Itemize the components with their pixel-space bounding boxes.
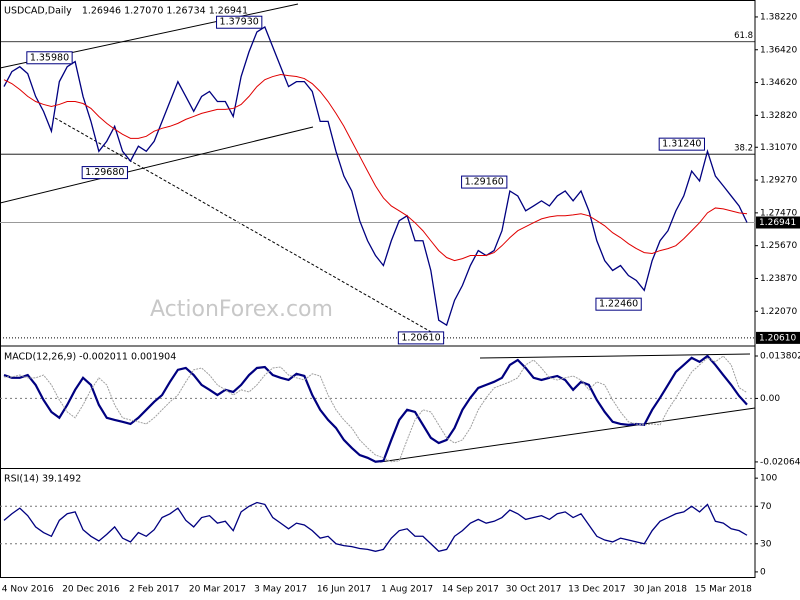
annotation-label: 1.20610	[401, 332, 440, 343]
annotation-box	[397, 331, 445, 345]
y-tick-label: 1.34620	[760, 78, 797, 88]
y-tick-label: 1.38220	[760, 12, 797, 22]
x-tick-label: 4 Nov 2016	[2, 585, 54, 595]
panel-title: RSI(14) 39.1492	[4, 474, 81, 485]
series-line	[3, 354, 748, 463]
trend-line	[479, 353, 751, 359]
trend-line	[0, 126, 314, 204]
y-tick-label: 0.00	[760, 394, 780, 404]
annotation-box	[216, 15, 263, 29]
annotation-label: 1.29680	[85, 167, 124, 178]
y-tick-label: 1.36420	[760, 45, 797, 55]
y-tick-label: 0	[760, 567, 766, 577]
annotation-label: 1.22460	[599, 299, 638, 310]
x-tick-label: 30 Jan 2018	[633, 585, 687, 595]
series-line	[4, 355, 748, 463]
x-tick-label: 14 Sep 2017	[442, 585, 499, 595]
y-tick-label: 100	[760, 474, 777, 484]
annotation-label: 1.29160	[465, 177, 504, 188]
panel-title: MACD(12,26,9) -0.002011 0.001904	[4, 352, 176, 363]
price-marker	[756, 331, 800, 344]
y-tick-label: 1.29270	[760, 176, 797, 186]
y-tick-label: 1.27470	[760, 208, 797, 218]
watermark: ActionForex.com	[150, 297, 333, 322]
x-tick-label: 20 Mar 2017	[189, 585, 246, 595]
y-tick-label: 1.23870	[760, 274, 797, 284]
price-marker	[756, 216, 800, 229]
series-line	[3, 74, 748, 262]
x-tick-label: 3 May 2017	[254, 585, 307, 595]
annotation-box	[81, 166, 128, 180]
x-tick-label: 2 Feb 2017	[129, 585, 179, 595]
annotation-label: 1.35980	[30, 52, 69, 63]
annotation-box	[461, 175, 508, 189]
panel-subtitle: 1.26946 1.27070 1.26734 1.26941	[82, 6, 248, 17]
x-tick-label: 20 Dec 2016	[62, 585, 120, 595]
annotation-box	[595, 297, 642, 311]
trend-line	[54, 117, 441, 338]
fib-label: 61.8	[734, 31, 753, 41]
x-tick-label: 16 Jun 2017	[317, 585, 371, 595]
annotation-box	[26, 51, 73, 65]
y-tick-label: -0.020648	[760, 457, 800, 467]
y-tick-label: 1.32820	[760, 111, 797, 121]
panel-title: USDCAD,Daily	[4, 6, 72, 17]
series-line	[3, 26, 748, 327]
y-tick-label: 0.013802	[760, 351, 800, 361]
y-tick-label: 70	[760, 502, 772, 512]
fib-label: 38.2	[734, 144, 753, 154]
annotation-label: 1.37930	[220, 17, 259, 28]
y-tick-label: 1.25670	[760, 241, 797, 251]
x-tick-label: 13 Dec 2017	[568, 585, 626, 595]
y-tick-label: 1.22070	[760, 307, 797, 317]
price-marker-label: 1.20610	[759, 333, 796, 343]
x-tick-label: 30 Oct 2017	[506, 585, 562, 595]
y-tick-label: 30	[760, 539, 772, 549]
plot-frame	[0, 0, 756, 578]
y-tick-label: 1.31070	[760, 143, 797, 153]
annotation-label: 1.31240	[662, 139, 701, 150]
x-tick-label: 1 Aug 2017	[381, 585, 433, 595]
price-marker-label: 1.26941	[759, 218, 796, 228]
annotation-box	[658, 137, 705, 151]
trend-line	[379, 407, 756, 463]
x-tick-label: 15 Mar 2018	[695, 585, 752, 595]
series-line	[3, 501, 748, 552]
